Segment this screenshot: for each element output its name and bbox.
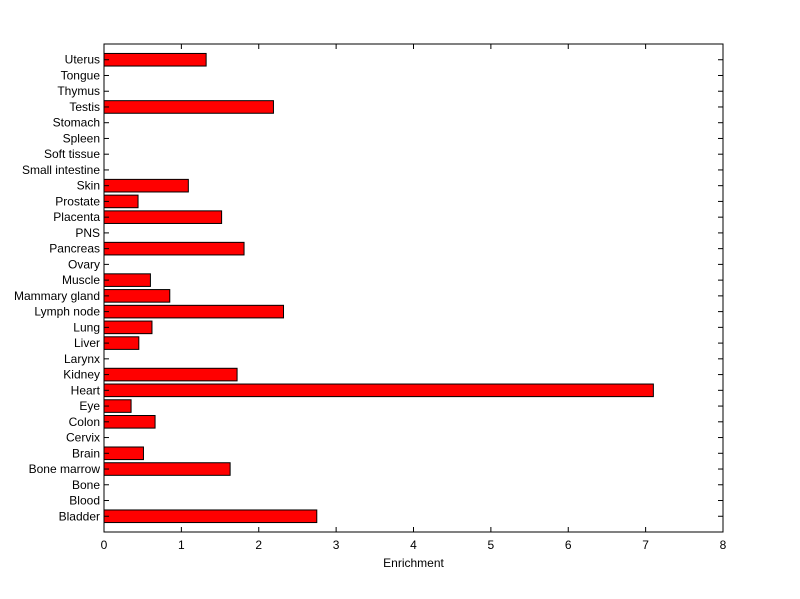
bar-uterus — [103, 52, 207, 67]
y-tick-label-eye: Eye — [79, 399, 100, 413]
y-tick-label-lung: Lung — [73, 320, 100, 334]
bar-brain — [103, 446, 144, 461]
x-tick-label-3: 3 — [333, 538, 340, 552]
bar-heart — [103, 383, 654, 398]
y-tick-label-kidney: Kidney — [63, 368, 100, 382]
y-tick-label-pns: PNS — [75, 226, 100, 240]
bar-bladder — [103, 509, 318, 524]
y-tick-label-prostate: Prostate — [55, 194, 100, 208]
y-tick-label-tongue: Tongue — [61, 68, 101, 82]
y-tick-label-placenta: Placenta — [53, 210, 100, 224]
bar-placenta — [103, 210, 223, 224]
y-tick-label-uterus: Uterus — [65, 53, 100, 67]
bar-pancreas — [103, 241, 245, 256]
y-tick-label-ovary: Ovary — [68, 257, 100, 271]
x-tick-label-2: 2 — [255, 538, 262, 552]
x-tick-label-5: 5 — [488, 538, 495, 552]
y-tick-label-larynx: Larynx — [64, 352, 100, 366]
y-tick-label-heart: Heart — [71, 383, 101, 397]
bar-colon — [103, 415, 156, 429]
y-tick-label-pancreas: Pancreas — [49, 242, 100, 256]
y-tick-label-small-intestine: Small intestine — [22, 163, 100, 177]
bar-skin — [103, 178, 189, 193]
y-tick-label-spleen: Spleen — [63, 131, 100, 145]
y-tick-label-liver: Liver — [74, 336, 100, 350]
y-tick-label-bone-marrow: Bone marrow — [29, 462, 101, 476]
bar-kidney — [103, 367, 238, 382]
x-tick-label-6: 6 — [565, 538, 572, 552]
x-axis-title: Enrichment — [383, 556, 444, 570]
y-tick-label-stomach: Stomach — [53, 116, 100, 130]
y-tick-label-testis: Testis — [69, 100, 100, 114]
y-tick-label-blood: Blood — [69, 494, 100, 508]
y-tick-label-bone: Bone — [72, 478, 100, 492]
y-tick-label-soft-tissue: Soft tissue — [44, 147, 100, 161]
bar-mammary-gland — [103, 289, 171, 303]
x-tick-label-4: 4 — [410, 538, 417, 552]
bar-lymph-node — [103, 304, 285, 319]
y-tick-label-muscle: Muscle — [62, 273, 100, 287]
bar-bone-marrow — [103, 462, 231, 476]
y-tick-label-colon: Colon — [69, 415, 100, 429]
x-tick-label-8: 8 — [720, 538, 727, 552]
y-tick-label-skin: Skin — [77, 179, 100, 193]
bar-prostate — [103, 194, 139, 209]
x-tick-label-1: 1 — [178, 538, 185, 552]
ticks-group — [103, 44, 724, 532]
y-tick-label-bladder: Bladder — [59, 509, 100, 523]
y-tick-label-thymus: Thymus — [57, 84, 100, 98]
bar-testis — [103, 100, 274, 114]
bar-muscle — [103, 273, 151, 287]
bars-group — [103, 52, 654, 524]
x-tick-label-0: 0 — [101, 538, 108, 552]
plot-frame — [103, 43, 724, 533]
y-tick-label-brain: Brain — [72, 446, 100, 460]
bar-lung — [103, 320, 153, 335]
y-tick-label-cervix: Cervix — [66, 431, 100, 445]
bar-liver — [103, 336, 140, 350]
x-tick-label-7: 7 — [642, 538, 649, 552]
y-tick-label-mammary-gland: Mammary gland — [14, 289, 100, 303]
y-tick-label-lymph-node: Lymph node — [34, 305, 100, 319]
